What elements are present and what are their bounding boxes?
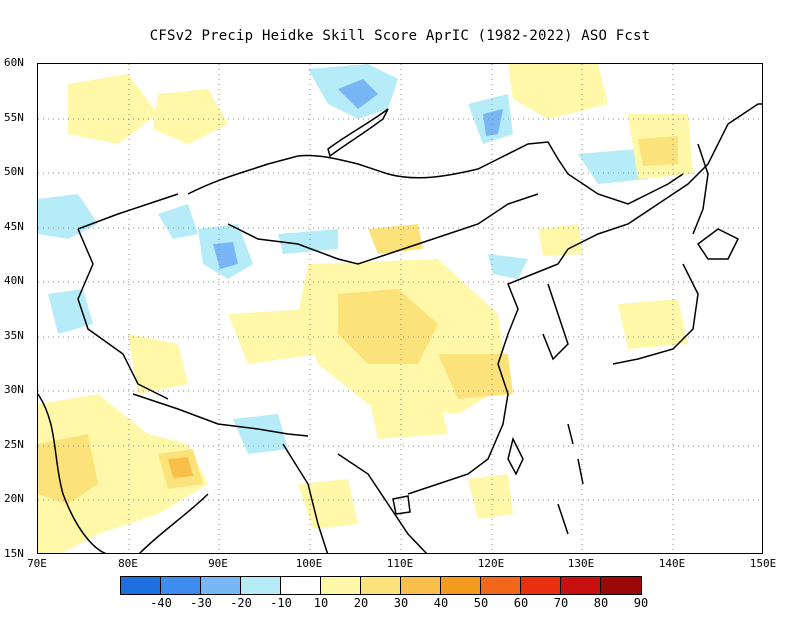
china-mongolia-border <box>187 141 684 205</box>
legend-color-box <box>561 577 601 594</box>
legend-tick-label: -20 <box>230 596 252 610</box>
lat-label: 60N <box>4 56 24 69</box>
legend-tick-label: 40 <box>433 596 449 610</box>
positive-skill-patch <box>128 334 188 394</box>
positive-skill-patch <box>508 64 608 119</box>
positive-skill-patch <box>618 299 688 349</box>
positive-skill-patch <box>638 136 678 166</box>
korea-coast <box>542 283 569 361</box>
positive-skill-patch <box>298 479 358 529</box>
lon-label: 140E <box>658 557 686 570</box>
india-east-coast <box>138 493 209 553</box>
lon-label: 90E <box>208 557 228 570</box>
india-coast <box>38 393 107 553</box>
legend-tick-label: 70 <box>553 596 569 610</box>
china-west-border <box>77 193 179 400</box>
legend-color-box <box>401 577 441 594</box>
lon-label: 130E <box>567 557 595 570</box>
legend-color-box <box>481 577 521 594</box>
negative-skill-patch <box>38 194 98 239</box>
lat-label: 45N <box>4 220 24 233</box>
lat-label: 35N <box>4 329 24 342</box>
legend-color-box <box>161 577 201 594</box>
negative-skill-patch <box>483 109 503 136</box>
hainan <box>392 495 411 515</box>
positive-skill-patch <box>368 394 448 439</box>
positive-skill-patch <box>68 74 158 144</box>
skill-shading <box>38 64 693 553</box>
lat-label: 50N <box>4 165 24 178</box>
lake-baikal <box>327 108 389 158</box>
legend-tick-label: 10 <box>313 596 329 610</box>
japan-honshu <box>612 263 699 365</box>
lat-label: 20N <box>4 492 24 505</box>
china-south-coast <box>407 363 509 495</box>
lon-label: 110E <box>386 557 414 570</box>
coastlines <box>38 103 762 553</box>
positive-skill-patch <box>38 394 208 553</box>
map-title: CFSv2 Precip Heidke Skill Score AprIC (1… <box>149 28 651 44</box>
legend-tick-label: 60 <box>513 596 529 610</box>
legend-tick-label: 80 <box>593 596 609 610</box>
legend-color-box <box>241 577 281 594</box>
lon-label: 70E <box>27 557 47 570</box>
taiwan <box>507 436 524 476</box>
legend-color-box <box>281 577 321 594</box>
japan-hokkaido <box>696 228 740 260</box>
positive-skill-patch <box>338 289 438 364</box>
legend-color-box <box>601 577 641 594</box>
lat-label: 15N <box>4 547 24 560</box>
negative-skill-patch <box>48 289 93 334</box>
positive-skill-patch <box>538 224 583 256</box>
legend-tick-label: -40 <box>150 596 172 610</box>
china-east-coast <box>497 248 569 365</box>
negative-skill-patch <box>233 414 288 454</box>
map-canvas <box>38 64 762 553</box>
positive-skill-patch <box>468 474 513 519</box>
mongolia-south-border <box>227 193 539 265</box>
legend-tick-label: 50 <box>473 596 489 610</box>
lon-label: 120E <box>477 557 505 570</box>
legend-color-box <box>521 577 561 594</box>
lat-label: 40N <box>4 274 24 287</box>
positive-skill-patch <box>438 354 513 399</box>
legend-tick-label: 20 <box>353 596 369 610</box>
negative-skill-patch <box>278 229 338 254</box>
lon-label: 80E <box>118 557 138 570</box>
negative-skill-patch <box>488 254 528 279</box>
legend-color-box <box>441 577 481 594</box>
sakhalin <box>692 143 709 235</box>
map-gridlines <box>38 64 762 553</box>
lon-label: 100E <box>295 557 323 570</box>
philippines-islands <box>557 423 584 535</box>
positive-skill-patch <box>38 434 98 504</box>
legend-color-box <box>321 577 361 594</box>
himalaya-border <box>132 393 309 437</box>
legend-color-box <box>361 577 401 594</box>
legend-tick-label: 30 <box>393 596 409 610</box>
legend-tick-label: 90 <box>633 596 649 610</box>
legend-tick-label: -30 <box>190 596 212 610</box>
legend-tick-label: -10 <box>270 596 292 610</box>
positive-skill-patch <box>368 224 423 254</box>
positive-skill-patch <box>168 457 193 478</box>
map-panel <box>37 63 763 554</box>
russia-east-coast <box>567 103 762 250</box>
legend-color-box <box>121 577 161 594</box>
color-legend <box>120 576 642 595</box>
lat-label: 25N <box>4 438 24 451</box>
negative-skill-patch <box>578 149 648 184</box>
positive-skill-patch <box>153 89 228 144</box>
negative-skill-patch <box>158 204 198 239</box>
indochina-border <box>337 453 428 553</box>
negative-skill-patch <box>213 242 238 269</box>
lat-label: 30N <box>4 383 24 396</box>
lon-label: 150E <box>749 557 777 570</box>
myanmar-coast <box>282 443 329 553</box>
legend-color-box <box>201 577 241 594</box>
negative-skill-patch <box>338 79 378 109</box>
lat-label: 55N <box>4 111 24 124</box>
